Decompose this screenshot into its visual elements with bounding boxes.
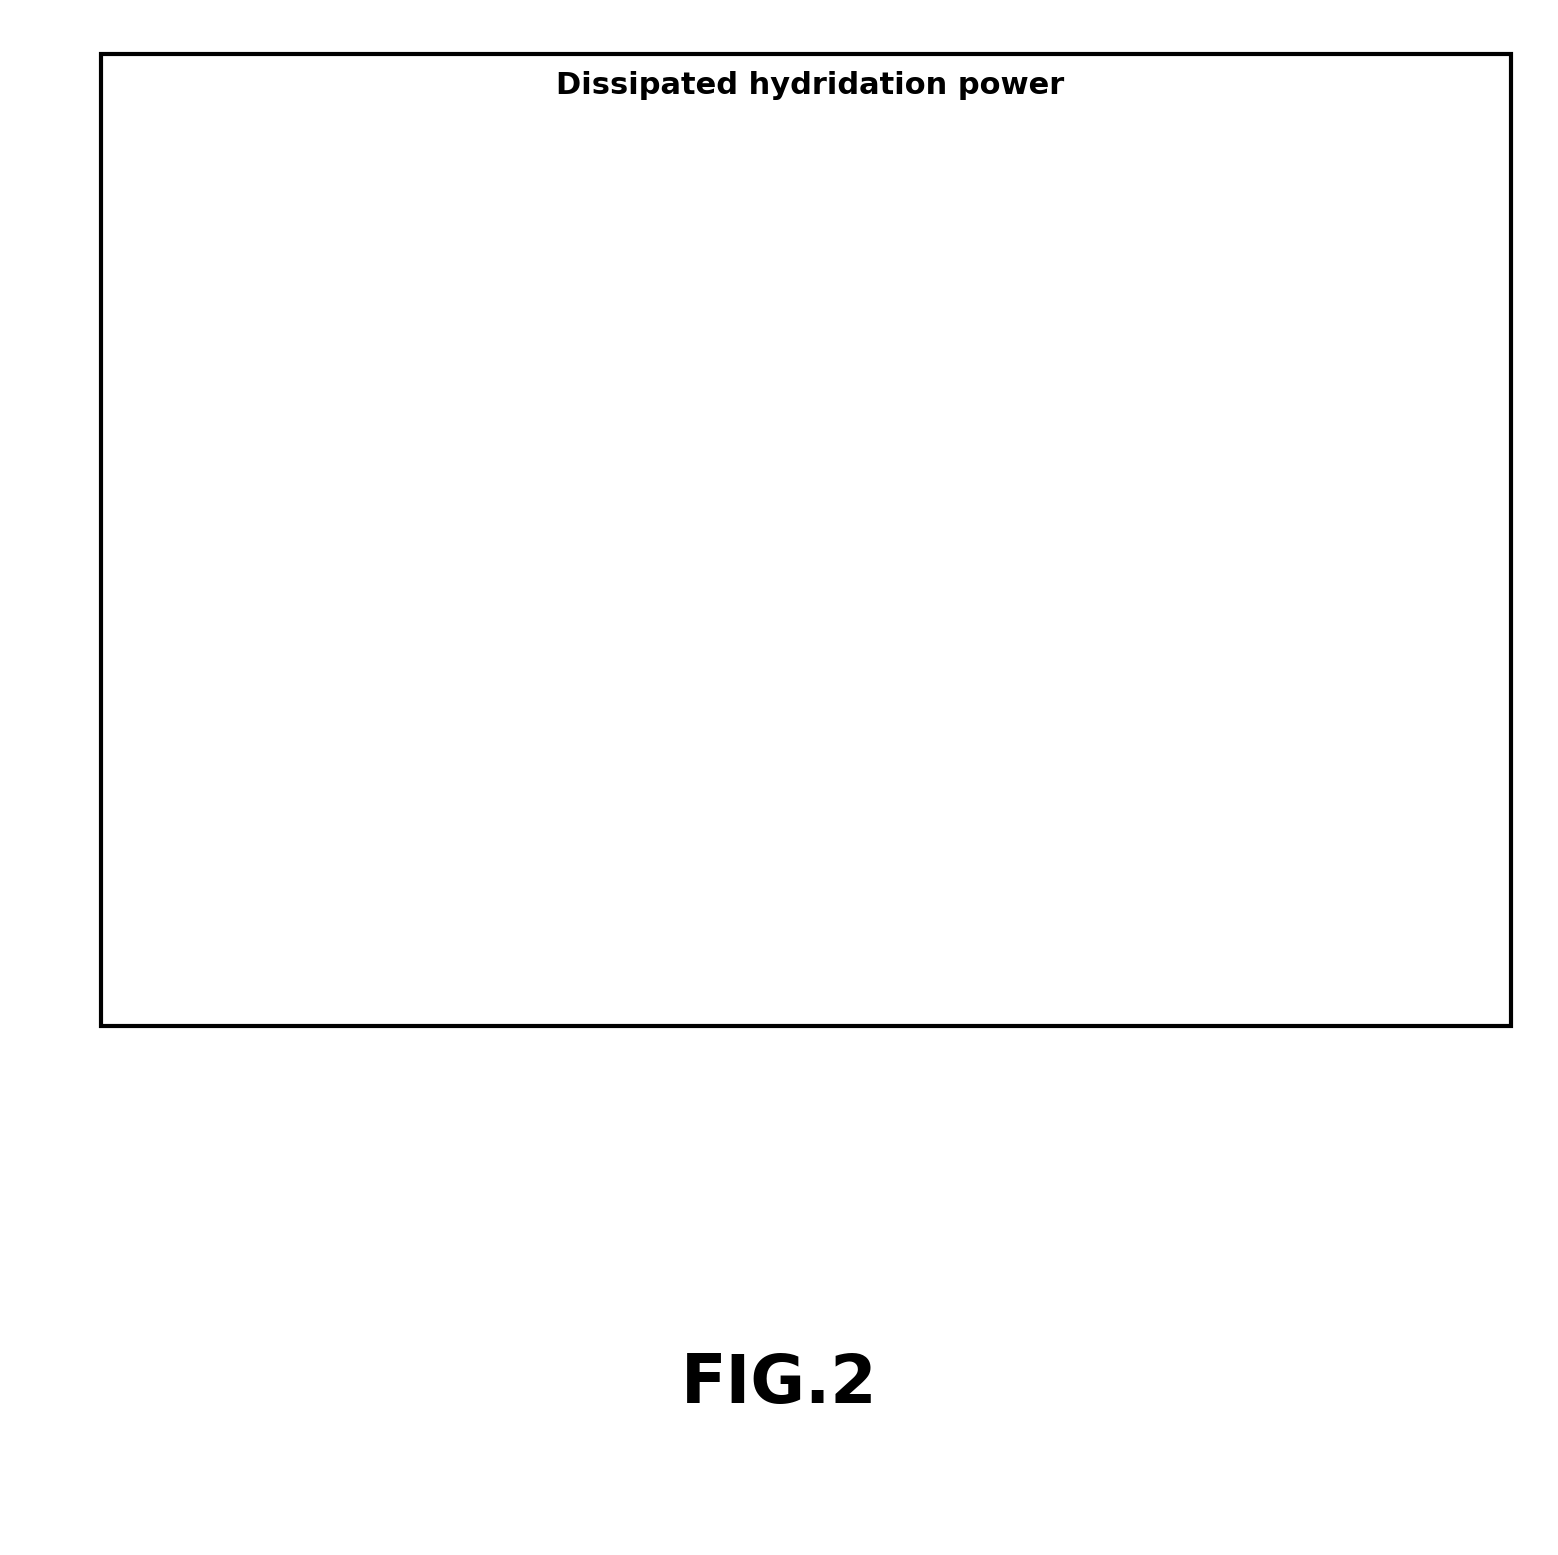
Text: Dissipated hydridation power: Dissipated hydridation power <box>556 72 1064 100</box>
Text: FIG.2: FIG.2 <box>681 1351 877 1417</box>
Y-axis label: W: W <box>165 516 192 540</box>
X-axis label: sec.: sec. <box>829 1000 885 1025</box>
